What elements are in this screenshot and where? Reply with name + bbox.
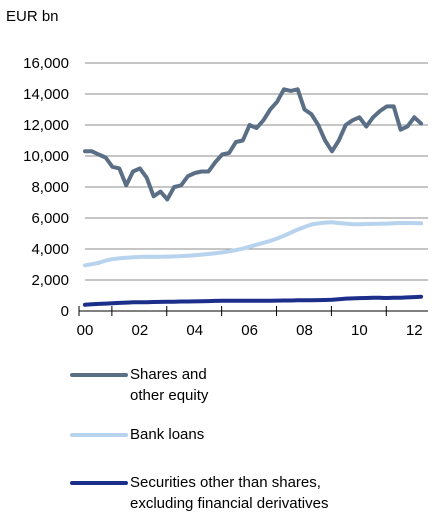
x-tick-label: 00 — [77, 322, 94, 339]
legend-label: Bank loans — [130, 426, 205, 443]
y-tick-label: 12,000 — [23, 117, 69, 134]
y-tick-label: 14,000 — [23, 86, 69, 103]
x-tick-label: 10 — [351, 322, 368, 339]
series-line-3 — [83, 294, 424, 307]
legend-swatch — [70, 433, 128, 437]
y-tick-label: 6,000 — [31, 210, 69, 227]
x-tick-label: 04 — [186, 322, 203, 339]
y-tick-label: 2,000 — [31, 272, 69, 289]
x-tick-label: 02 — [132, 322, 149, 339]
x-axis-tick-labels: 00 02 04 06 08 10 12 — [77, 322, 423, 339]
series-line-1 — [83, 87, 424, 202]
legend-item-3: Securities other than shares, excluding … — [70, 472, 328, 514]
y-axis-tick-labels: 0 2,000 4,000 6,000 8,000 10,000 12,000 14,000 1… — [23, 55, 69, 320]
y-tick-label: 4,000 — [31, 241, 69, 258]
grid-lines — [85, 62, 428, 281]
line-chart: 0 2,000 4,000 6,000 8,000 10,000 12,000 14,000 1… — [23, 55, 428, 339]
legend-label: Shares and other equity — [130, 366, 209, 404]
legend-swatch — [70, 373, 128, 377]
y-axis-unit-label: EUR bn — [6, 8, 59, 25]
legend-swatch — [70, 481, 128, 485]
y-tick-label: 0 — [61, 303, 69, 320]
legend-item-1: Shares and other equity — [70, 364, 208, 406]
y-tick-label: 10,000 — [23, 148, 69, 165]
x-tick-label: 08 — [296, 322, 313, 339]
y-tick-label: 8,000 — [31, 179, 69, 196]
x-tick-label: 06 — [241, 322, 258, 339]
x-axis — [78, 306, 428, 316]
series-lines — [83, 87, 424, 307]
legend-label: Securities other than shares, excluding … — [130, 474, 329, 512]
legend-item-2: Bank loans — [70, 424, 204, 445]
series-line-2 — [83, 220, 424, 268]
x-tick-label: 12 — [406, 322, 423, 339]
y-tick-label: 16,000 — [23, 55, 69, 72]
